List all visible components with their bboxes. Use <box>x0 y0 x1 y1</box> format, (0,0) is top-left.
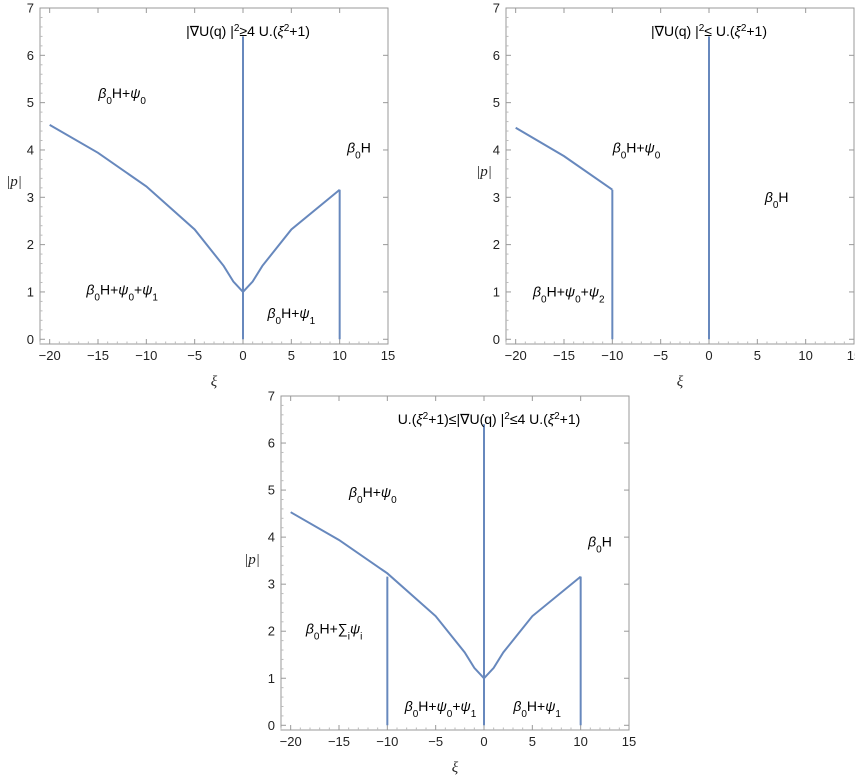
y-axis-label: |p| <box>244 552 260 568</box>
chart-title: U.(ξ2+1)≤|∇U(q) |2≤4 U.(ξ2+1) <box>398 411 581 428</box>
y-tick-label: 5 <box>27 95 34 110</box>
y-tick-label: 0 <box>268 718 275 733</box>
y-tick-label: 2 <box>27 237 34 252</box>
y-tick-label: 1 <box>493 284 500 299</box>
x-tick-label: 5 <box>288 348 295 363</box>
plot-frame <box>280 395 630 731</box>
y-tick-label: 2 <box>268 624 275 639</box>
region-label: β0H <box>346 139 371 161</box>
y-tick-label: 3 <box>493 190 500 205</box>
x-tick-label: −5 <box>653 348 668 363</box>
boundary-curve <box>515 126 613 191</box>
x-tick-label: −5 <box>187 348 202 363</box>
x-tick-label: −20 <box>39 348 61 363</box>
y-tick-label: 7 <box>27 1 34 16</box>
y-tick-label: 0 <box>493 332 500 347</box>
x-tick-label: −15 <box>87 348 109 363</box>
region-label: β0H+ψ0 <box>97 85 146 107</box>
region-label: β0H+ψ1 <box>512 698 561 720</box>
region-label: β0H+ψ0 <box>348 484 397 506</box>
x-axis-label: ξ <box>677 374 684 390</box>
y-tick-label: 7 <box>493 1 500 16</box>
region-label: β0H+∑iψi <box>305 621 363 643</box>
chart-top-left: −20 −15 −10 −5 0 5 10 15 0 1 2 3 4 5 6 7 ξ |p| |∇U(q) |2≥4… <box>6 1 395 391</box>
x-tick-label: 0 <box>705 348 712 363</box>
chart-top-right: −20 −15 −10 −5 0 5 10 15 0 1 2 3 4 5 6 7 ξ |p| |∇U(q) |2≤ … <box>476 1 855 391</box>
y-tick-label: 3 <box>27 190 34 205</box>
chart-title: |∇U(q) |2≤ U.(ξ2+1) <box>651 23 767 40</box>
chart-bottom: −20 −15 −10 −5 0 5 10 15 0 1 2 3 4 5 6 7 ξ |p| U.(ξ2+1)≤|∇… <box>244 389 636 777</box>
y-axis-label: |p| <box>6 174 22 190</box>
y-tick-label: 3 <box>268 577 275 592</box>
x-axis-label: ξ <box>211 374 218 390</box>
x-tick-label: 5 <box>529 734 536 749</box>
x-tick-label: 15 <box>622 734 636 749</box>
x-tick-label: −5 <box>428 734 443 749</box>
region-label: β0H+ψ0+ψ1 <box>85 281 158 303</box>
region-label: β0H+ψ1 <box>267 305 316 327</box>
chart-title: |∇U(q) |2≥4 U.(ξ2+1) <box>186 23 310 40</box>
y-tick-label: 4 <box>268 530 275 545</box>
region-label: β0H+ψ0+ψ1 <box>404 698 477 720</box>
x-tick-label: −15 <box>553 348 575 363</box>
x-tick-label: 15 <box>381 348 395 363</box>
x-tick-label: 0 <box>480 734 487 749</box>
x-tick-label: 10 <box>573 734 587 749</box>
x-tick-label: −10 <box>135 348 157 363</box>
x-tick-label: −10 <box>601 348 623 363</box>
boundary-curve <box>49 124 341 294</box>
y-tick-label: 5 <box>493 95 500 110</box>
y-tick-label: 2 <box>493 237 500 252</box>
y-tick-label: 4 <box>493 142 500 157</box>
x-tick-label: 10 <box>798 348 812 363</box>
region-label: β0H+ψ0 <box>612 139 661 161</box>
x-tick-label: −10 <box>376 734 398 749</box>
y-tick-label: 6 <box>493 48 500 63</box>
x-tick-label: 15 <box>847 348 855 363</box>
x-tick-label: 10 <box>332 348 346 363</box>
y-tick-label: 1 <box>268 671 275 686</box>
y-tick-label: 0 <box>27 332 34 347</box>
x-tick-label: 0 <box>239 348 246 363</box>
region-label: β0H <box>764 189 789 211</box>
x-tick-label: −15 <box>328 734 350 749</box>
x-tick-label: −20 <box>280 734 302 749</box>
region-label: β0H <box>587 534 612 556</box>
y-tick-label: 6 <box>27 48 34 63</box>
y-tick-label: 5 <box>268 483 275 498</box>
x-axis-label: ξ <box>452 760 459 776</box>
boundary-curve <box>290 511 582 680</box>
y-tick-label: 6 <box>268 436 275 451</box>
y-tick-label: 7 <box>268 389 275 404</box>
y-tick-label: 4 <box>27 142 34 157</box>
y-tick-label: 1 <box>27 284 34 299</box>
x-tick-label: 5 <box>754 348 761 363</box>
region-label: β0H+ψ0+ψ2 <box>532 284 605 306</box>
x-tick-label: −20 <box>505 348 527 363</box>
y-axis-label: |p| <box>476 164 492 180</box>
